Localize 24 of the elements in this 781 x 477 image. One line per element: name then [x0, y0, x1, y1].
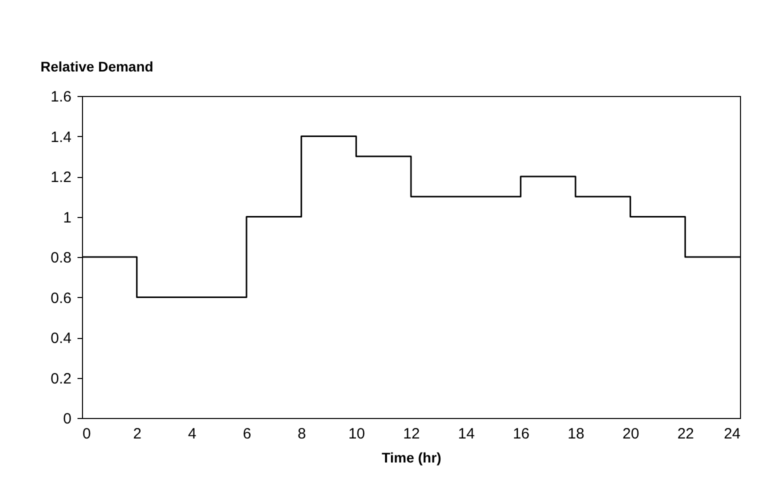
y-tick-label: 0.8 — [50, 250, 72, 266]
y-tick-label: 1.2 — [50, 169, 72, 186]
x-tick-label: 16 — [512, 426, 530, 442]
y-tick-label: 1.4 — [50, 128, 72, 146]
y-tick-label: 0.6 — [50, 290, 72, 307]
y-tick-label: 1.6 — [50, 88, 72, 106]
x-tick-label: 4 — [188, 426, 196, 442]
x-tick-label: 24 — [724, 426, 740, 442]
x-tick-label: 14 — [458, 426, 475, 442]
x-axis-title: Time (hr) — [382, 450, 442, 466]
x-tick-label: 8 — [298, 426, 306, 442]
y-axis-title: Relative Demand — [40, 58, 154, 74]
x-tick-label: 6 — [242, 426, 252, 442]
y-tick-label: 0.4 — [50, 330, 72, 347]
y-tick-label: 0.2 — [50, 370, 72, 388]
x-tick-label: 0 — [82, 426, 91, 442]
x-tick-label: 18 — [568, 426, 584, 442]
x-tick-label: 12 — [403, 426, 420, 442]
x-tick-label: 2 — [133, 426, 142, 442]
x-tick-label: 10 — [348, 426, 366, 442]
y-tick-label: 1 — [63, 209, 72, 226]
y-tick-label: 0 — [63, 410, 72, 428]
x-tick-label: 22 — [677, 426, 694, 442]
x-tick-label: 20 — [622, 426, 640, 442]
